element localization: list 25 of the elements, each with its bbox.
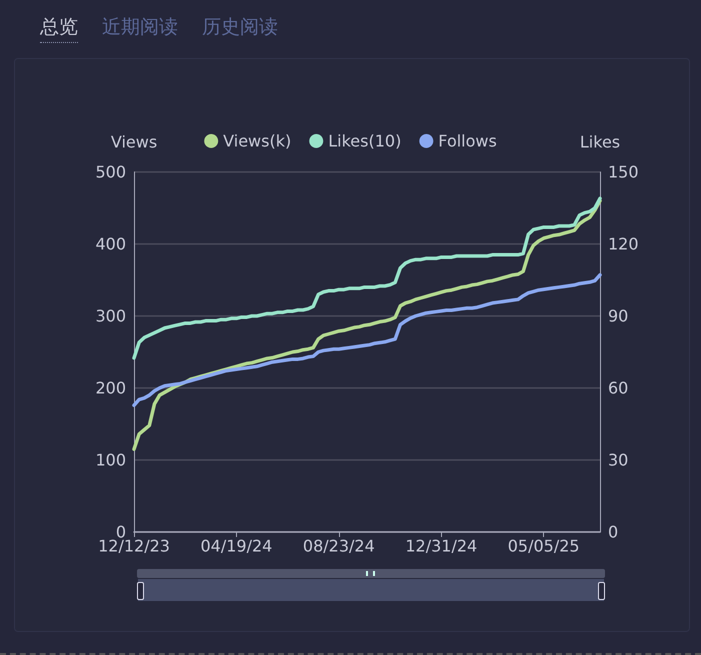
y2-tick-label: 150 (608, 162, 639, 182)
y-tick-label: 300 (95, 306, 126, 326)
y-tick-label: 200 (95, 378, 126, 398)
y-tick-label: 100 (95, 450, 126, 470)
legend-label: Likes(10) (328, 132, 402, 150)
text: 近期阅读 (102, 15, 178, 40)
x-tick-label: 04/19/24 (200, 536, 272, 556)
y2-tick-label: 90 (608, 306, 628, 326)
legend-label: Views(k) (223, 132, 292, 150)
line-series (132, 196, 602, 360)
x-tick-label: 12/31/24 (405, 536, 478, 556)
text: 总览 (40, 14, 78, 43)
x-tick-label: 08/23/24 (302, 536, 375, 556)
y-tick-label: 400 (95, 234, 126, 254)
y2-tick-label: 120 (608, 234, 639, 254)
legend-label: Follows (438, 132, 497, 150)
y2-axis-title: Likes (580, 132, 620, 152)
line-series (132, 273, 602, 408)
y-axis-title: Views (110, 132, 158, 152)
text: 历史阅读 (202, 15, 278, 40)
y2-tick-label: 60 (608, 378, 628, 398)
y2-tick-label: 30 (608, 450, 628, 470)
y2-tick-label: 0 (608, 522, 618, 542)
y-tick-label: 500 (95, 162, 126, 182)
x-tick-label: 05/05/25 (508, 536, 580, 556)
